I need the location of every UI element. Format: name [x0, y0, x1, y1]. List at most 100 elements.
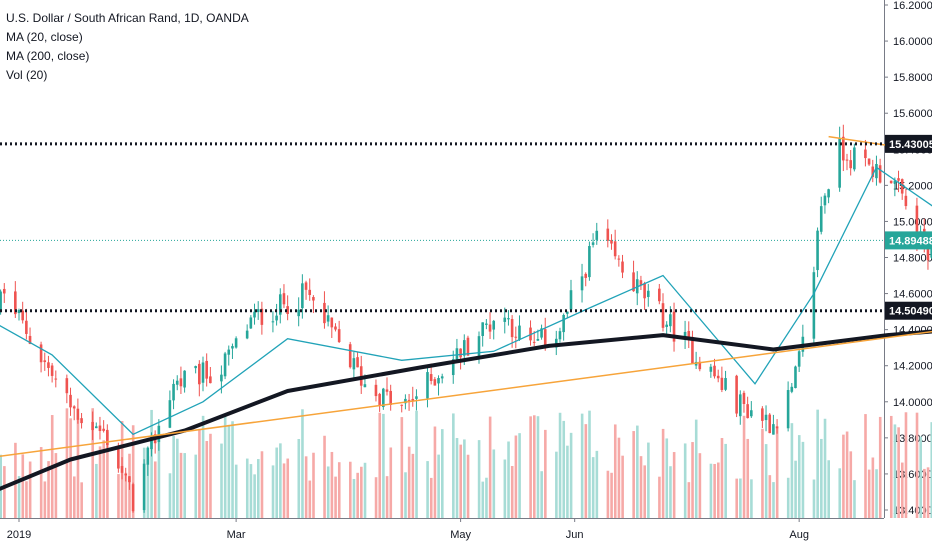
- last-price-label: 14.89488: [889, 235, 932, 247]
- volume-bar: [106, 431, 109, 518]
- candle: [864, 149, 867, 159]
- volume-bar: [28, 461, 32, 518]
- volume-bar: [871, 457, 875, 518]
- volume-bar: [198, 429, 201, 518]
- candle: [584, 273, 588, 278]
- volume-bar: [775, 427, 779, 518]
- candle: [106, 429, 109, 446]
- volume-bar: [691, 442, 694, 518]
- candle: [120, 466, 124, 473]
- volume-bar: [658, 476, 661, 518]
- candle: [69, 394, 72, 408]
- candle: [595, 230, 599, 240]
- candle: [485, 323, 488, 325]
- volume-bar: [54, 453, 58, 518]
- candle: [363, 384, 367, 388]
- volume-bar: [739, 478, 742, 518]
- volume-bar: [253, 474, 256, 518]
- volume-bar: [661, 428, 665, 518]
- ma20-line: [0, 166, 932, 436]
- volume-bar: [349, 461, 352, 518]
- volume-bar: [411, 453, 415, 518]
- candle: [47, 362, 50, 368]
- candle: [198, 363, 201, 385]
- volume-bar: [588, 410, 591, 518]
- volume-bar: [179, 452, 183, 518]
- candle: [382, 388, 385, 408]
- candle: [591, 242, 595, 245]
- legend-ma20[interactable]: MA (20, close): [6, 30, 83, 44]
- volume-bar: [209, 433, 212, 518]
- candle: [554, 338, 558, 348]
- legend-vol[interactable]: Vol (20): [6, 68, 48, 82]
- candle: [131, 484, 135, 512]
- price-tick-label: 16.00000: [893, 36, 932, 48]
- candle: [256, 309, 260, 313]
- candle: [724, 378, 727, 390]
- candle: [337, 329, 341, 343]
- candle: [878, 165, 882, 183]
- candle: [429, 374, 433, 381]
- volume-bar: [245, 458, 249, 518]
- candle: [665, 324, 668, 327]
- volume-bar: [842, 434, 845, 518]
- candle: [503, 317, 507, 322]
- volume-bar: [591, 457, 595, 518]
- candle: [893, 180, 897, 184]
- time-tick-label: Mar: [227, 529, 246, 541]
- candle: [194, 366, 197, 369]
- candle: [709, 366, 713, 372]
- volume-bar: [761, 428, 764, 518]
- candle: [827, 189, 830, 198]
- candle: [271, 321, 275, 323]
- volume-bar: [433, 426, 437, 518]
- volume-bar: [632, 431, 635, 518]
- volume-bar: [95, 463, 98, 518]
- time-tick-label: May: [450, 529, 471, 541]
- volume-bar: [621, 455, 624, 518]
- level-label-box: [885, 301, 932, 320]
- candle: [124, 473, 128, 476]
- candle: [606, 228, 610, 241]
- volume-bar: [429, 477, 433, 518]
- candle: [415, 396, 418, 399]
- legend-symbol[interactable]: U.S. Dollar / South African Rand, 1D, OA…: [6, 11, 249, 25]
- volume-bar: [867, 469, 871, 518]
- candle: [610, 240, 613, 244]
- price-tick-label: 15.60000: [893, 108, 932, 120]
- candle: [639, 280, 643, 286]
- volume-bar: [672, 452, 676, 518]
- candle: [352, 358, 356, 370]
- volume-bar: [183, 453, 186, 518]
- candle: [378, 393, 381, 406]
- volume-bar: [584, 424, 588, 518]
- candle: [797, 351, 801, 367]
- candle: [764, 414, 768, 421]
- candle: [17, 310, 21, 314]
- legend-ma200[interactable]: MA (200, close): [6, 49, 90, 63]
- volume-bar: [636, 425, 639, 518]
- volume-bar: [337, 462, 341, 518]
- volume-bar: [363, 462, 367, 518]
- candle: [823, 195, 827, 206]
- candle: [772, 424, 775, 435]
- volume-bar: [330, 451, 334, 518]
- volume-bar: [172, 435, 175, 518]
- time-tick-label: Aug: [789, 529, 809, 541]
- volume-bar: [69, 418, 72, 518]
- volume-bar: [382, 413, 385, 518]
- volume-bar: [643, 465, 646, 518]
- level-label-box: [885, 134, 932, 153]
- candle: [330, 317, 334, 328]
- candle: [297, 309, 300, 317]
- volume-bar: [720, 438, 724, 518]
- candle: [477, 336, 481, 358]
- volume-bar: [683, 443, 687, 518]
- candle: [588, 246, 591, 278]
- volume-bar: [257, 459, 260, 518]
- volume-bar: [437, 454, 440, 518]
- candle: [691, 336, 694, 364]
- volume-bar: [647, 442, 650, 518]
